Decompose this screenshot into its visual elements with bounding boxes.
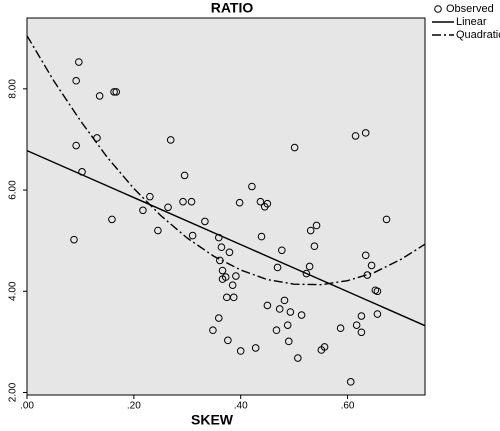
data-point [361, 129, 370, 137]
data-point [209, 326, 217, 335]
data-point [70, 235, 78, 244]
fit-line [27, 35, 425, 286]
x-tick-label: .20 [127, 401, 141, 412]
data-point [336, 324, 345, 333]
data-point [235, 198, 244, 207]
data-point [351, 132, 360, 140]
y-tick-label: 8.00 [8, 79, 19, 99]
data-point [273, 263, 282, 272]
data-point [263, 301, 272, 310]
data-point [229, 293, 238, 302]
data-point [278, 246, 286, 255]
data-point [139, 206, 147, 215]
data-point [251, 344, 260, 352]
data-point [218, 266, 227, 275]
data-point [283, 321, 292, 329]
legend-label: Observed [446, 3, 494, 15]
data-point [352, 321, 361, 329]
data-point [72, 76, 80, 85]
data-point [218, 275, 227, 283]
data-point [272, 326, 281, 335]
data-point [361, 251, 370, 260]
data-point [373, 310, 382, 318]
legend-label: Linear [456, 16, 487, 28]
data-point [95, 92, 104, 100]
data-point [201, 217, 209, 226]
data-point [302, 269, 311, 278]
data-point [180, 171, 189, 180]
x-tick-label: .60 [341, 401, 355, 412]
data-point [286, 308, 295, 316]
data-point [75, 58, 83, 66]
fit-line [27, 149, 425, 327]
data-point [357, 312, 366, 320]
data-point [357, 328, 366, 337]
data-point [305, 262, 314, 271]
data-point [290, 143, 299, 152]
plot-content [27, 35, 425, 386]
data-point [110, 88, 118, 96]
data-point [179, 197, 187, 206]
data-point [320, 343, 329, 351]
data-point [224, 336, 232, 345]
data-point [232, 272, 240, 280]
data-point [280, 296, 289, 305]
data-point [312, 221, 321, 230]
data-point [217, 243, 226, 252]
data-point [367, 261, 376, 270]
data-point [310, 242, 319, 251]
legend-marker [434, 5, 442, 13]
x-tick-label: .40 [234, 401, 248, 412]
data-point [72, 141, 80, 150]
data-point [297, 311, 306, 319]
plot-area [26, 17, 426, 396]
data-point [257, 232, 266, 241]
data-point [256, 197, 265, 206]
data-point [346, 378, 355, 386]
data-point [187, 197, 196, 206]
data-point [166, 136, 175, 144]
data-point [164, 203, 172, 212]
data-point [306, 226, 315, 235]
y-tick-label: 4.00 [8, 281, 19, 301]
y-tick-label: 2.00 [8, 382, 19, 402]
legend-label: Quadratic [456, 29, 500, 41]
data-point [188, 231, 197, 240]
data-point [373, 287, 382, 296]
data-point [236, 347, 245, 355]
data-point [275, 305, 284, 313]
x-axis-title: SKEW [191, 412, 234, 428]
data-point [146, 192, 154, 201]
data-point [154, 226, 162, 235]
chart-title: RATIO [211, 0, 254, 16]
data-point [112, 88, 121, 96]
data-point [263, 199, 272, 208]
data-point [225, 248, 234, 257]
data-point [228, 281, 237, 289]
data-point [284, 337, 293, 346]
data-point [382, 215, 391, 224]
x-tick-label: .00 [20, 401, 34, 412]
data-point [294, 354, 302, 362]
y-tick-label: 6.00 [8, 180, 19, 200]
data-point [248, 182, 256, 191]
data-point [214, 314, 223, 322]
data-point [108, 215, 116, 224]
